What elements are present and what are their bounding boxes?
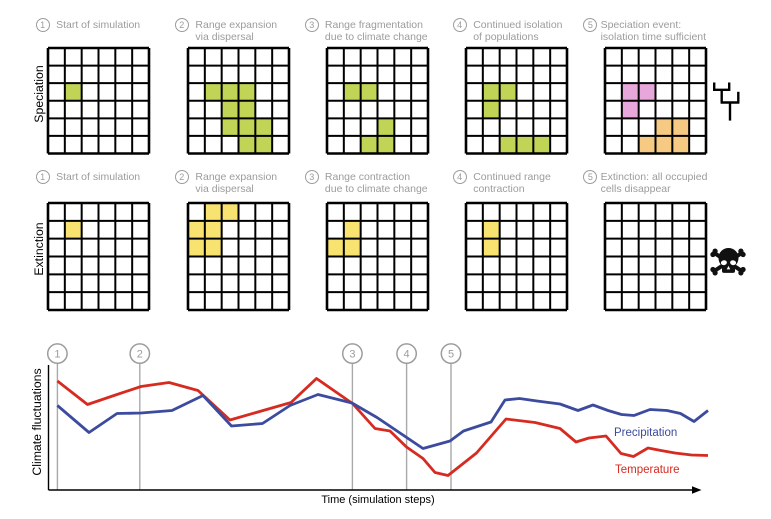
svg-text:4: 4 — [404, 349, 410, 361]
svg-text:1: 1 — [54, 349, 60, 361]
svg-text:2: 2 — [137, 349, 143, 361]
svg-text:5: 5 — [448, 349, 454, 361]
svg-text:3: 3 — [349, 349, 355, 361]
